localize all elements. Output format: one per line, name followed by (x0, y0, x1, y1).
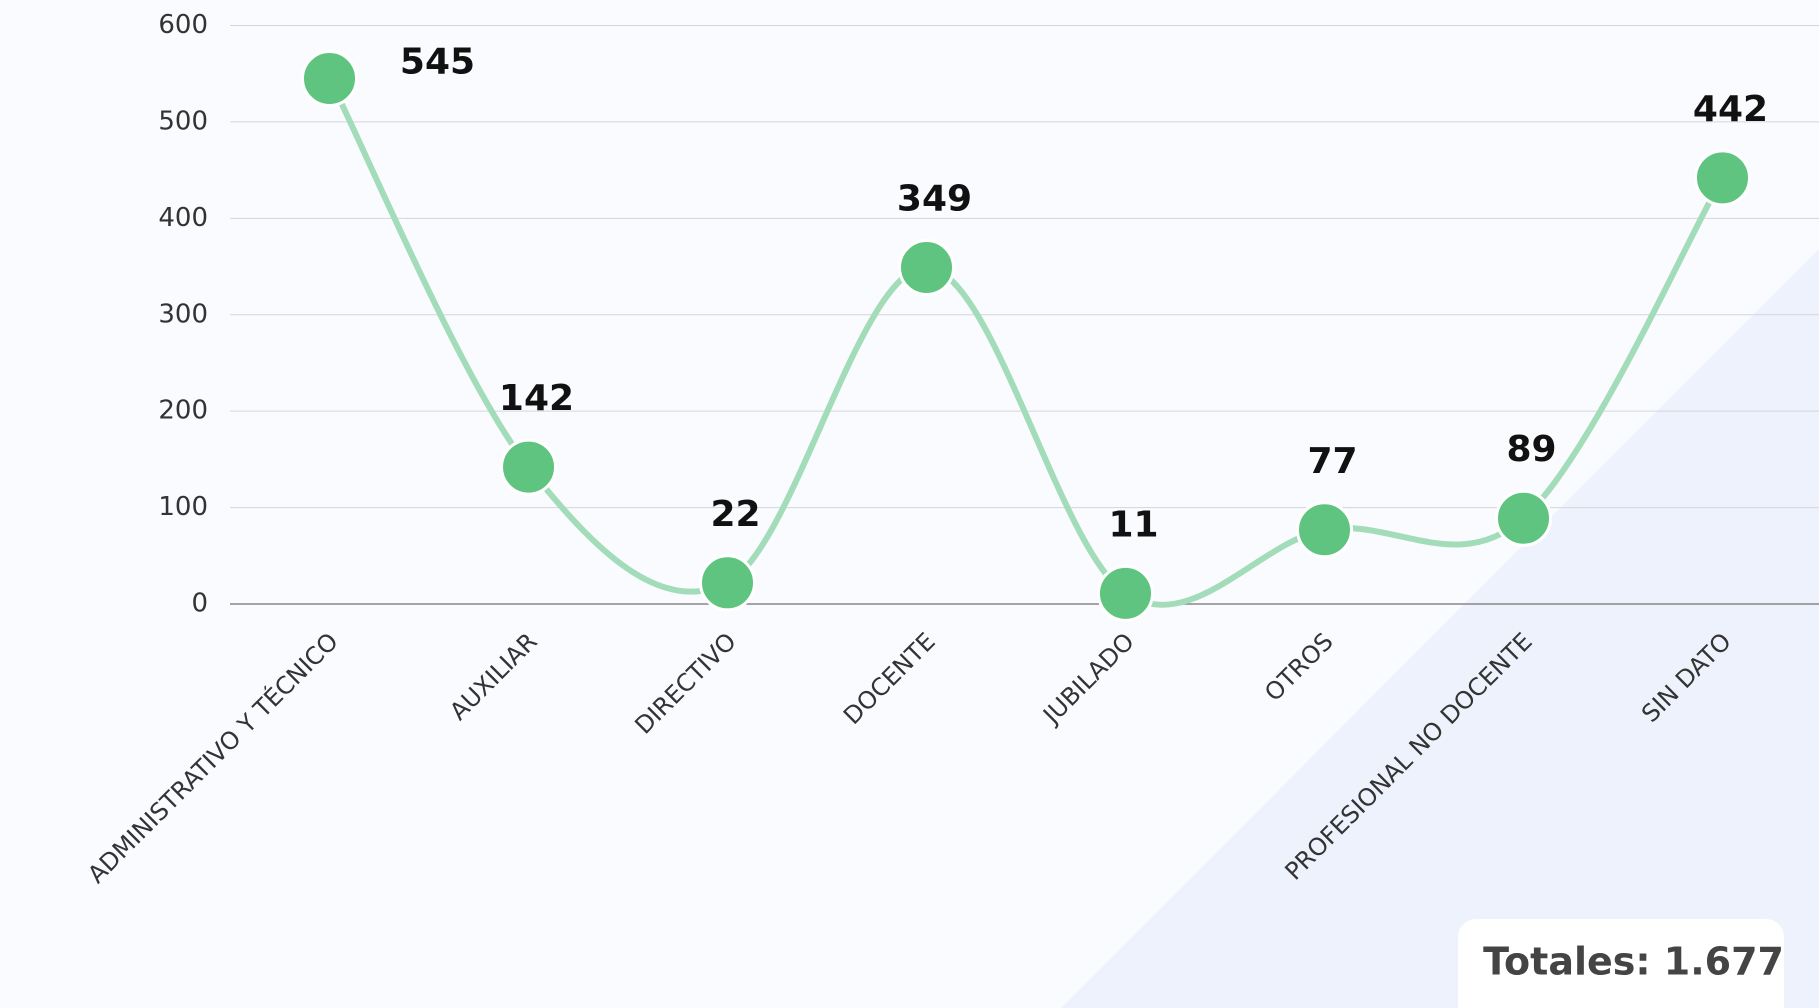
x-tick-label: DOCENTE (838, 627, 941, 730)
data-label: 442 (1693, 89, 1768, 130)
x-tick-label: DIRECTIVO (629, 627, 741, 739)
point (500, 438, 557, 496)
point (898, 239, 955, 297)
x-tick-label: JUBILADO (1037, 627, 1140, 730)
total-box (1458, 919, 1784, 1008)
y-tick-label: 400 (158, 203, 208, 233)
point (1097, 564, 1154, 622)
y-tick-label: 0 (191, 589, 208, 619)
data-label: 142 (499, 378, 574, 419)
data-label: 349 (897, 179, 972, 220)
y-tick-label: 200 (158, 396, 208, 426)
x-tick-label: ADMINISTRATIVO Y TÉCNICO (82, 627, 344, 889)
point (1296, 501, 1353, 559)
data-label: 77 (1307, 441, 1357, 482)
point (1495, 489, 1552, 547)
data-label: 89 (1506, 429, 1556, 470)
y-tick-label: 600 (158, 10, 208, 40)
background-shape (1061, 249, 1819, 1008)
x-tick-label: AUXILIAR (444, 627, 542, 725)
point (301, 50, 358, 108)
y-tick-label: 500 (158, 106, 208, 136)
total-label: Totales: 1.677 (1483, 940, 1784, 984)
point (699, 554, 756, 612)
point (1694, 149, 1751, 207)
y-tick-label: 300 (158, 299, 208, 329)
data-label: 11 (1108, 504, 1158, 545)
data-label: 22 (710, 494, 760, 535)
y-tick-label: 100 (158, 492, 208, 522)
data-label: 545 (400, 42, 475, 83)
x-tick-label: OTROS (1259, 627, 1338, 706)
